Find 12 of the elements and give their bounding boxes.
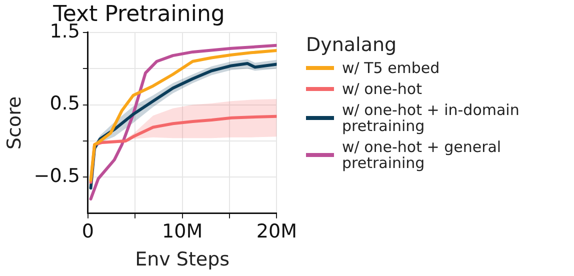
y-tick-label: 0.5 <box>50 92 80 115</box>
y-tick-label: −0.5 <box>34 165 80 188</box>
legend-title: Dynalang <box>306 34 398 56</box>
x-tick-label: 10M <box>162 220 203 243</box>
legend-label: w/ T5 embed <box>342 59 441 77</box>
legend-label: w/ one-hot + in-domain pretraining <box>342 101 520 135</box>
x-tick-label: 20M <box>256 220 298 243</box>
y-axis-title: Score <box>3 96 26 150</box>
legend-label: w/ one-hot + general pretraining <box>342 138 502 172</box>
legend-label: w/ one-hot <box>342 80 423 98</box>
x-axis-title: Env Steps <box>135 248 230 271</box>
x-tick-label: 0 <box>82 220 94 243</box>
